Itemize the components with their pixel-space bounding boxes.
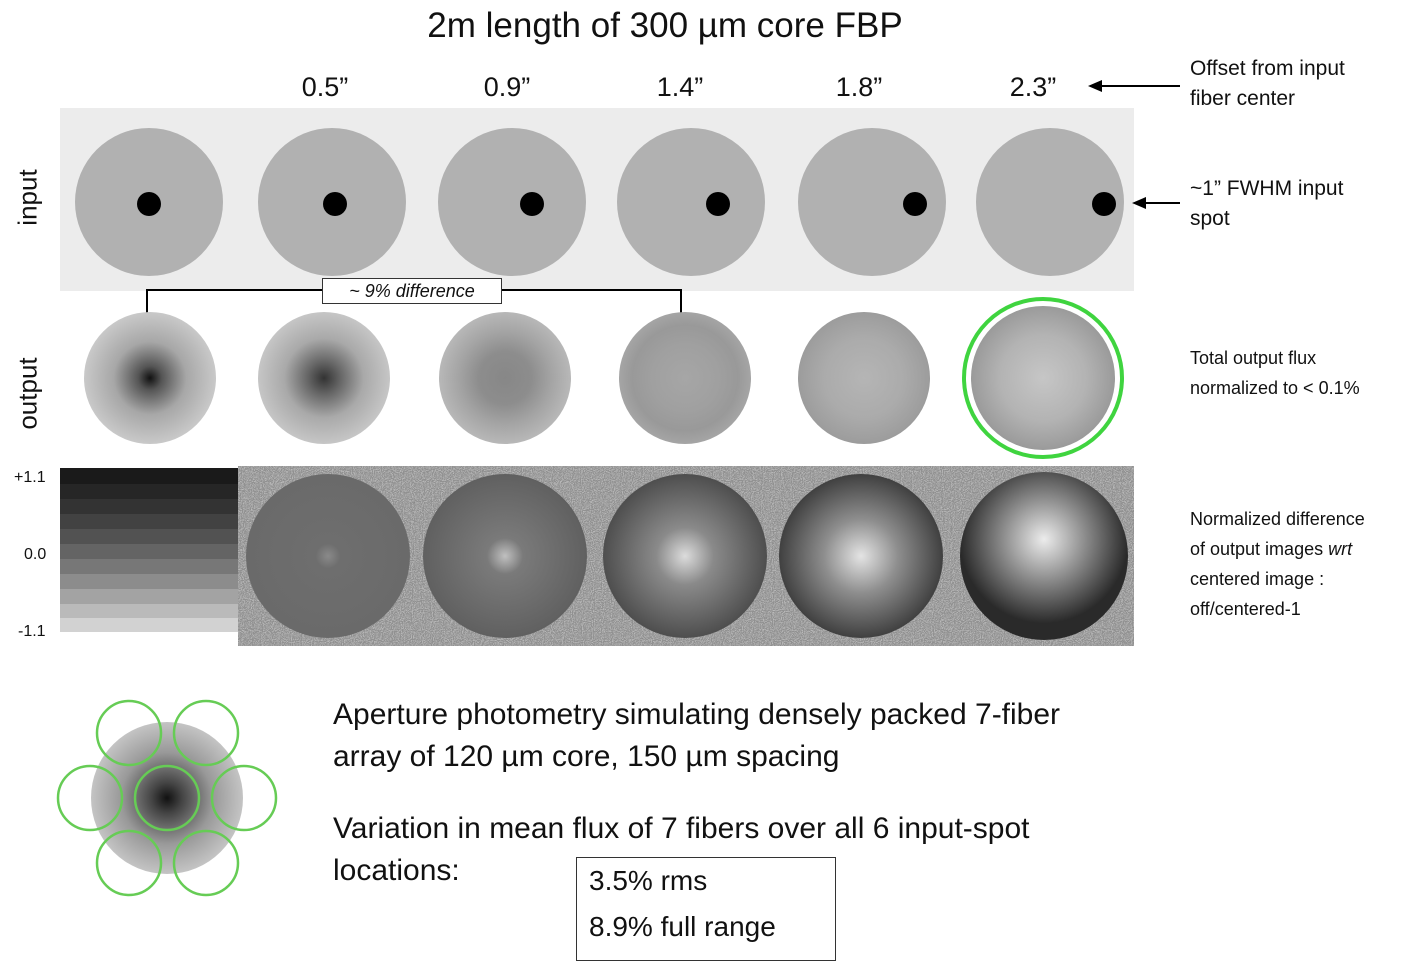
- offset-label-4: 1.8”: [835, 72, 883, 102]
- annotation-arrows: [1088, 80, 1180, 209]
- input-spots: [75, 128, 1124, 276]
- offset-label-3: 1.4”: [656, 72, 704, 102]
- photometry-description: Aperture photometry simulating densely p…: [333, 698, 1061, 773]
- difference-images: [238, 466, 1134, 646]
- variation-results-box: 3.5% rms 8.9% full range: [576, 857, 836, 961]
- row-label-output: output: [12, 357, 43, 430]
- aperture-circles: [56, 699, 278, 897]
- difference-note: Normalized difference of output images w…: [1190, 509, 1365, 619]
- aperture-diagram: [56, 699, 278, 897]
- flux-note: Total output flux normalized to < 0.1%: [1190, 348, 1360, 398]
- output-images: [84, 297, 1124, 459]
- offset-label-5: 2.3”: [1009, 72, 1057, 102]
- scale-mid-label: 0.0: [24, 546, 47, 563]
- row-label-input: input: [12, 169, 43, 226]
- scale-top-label: +1.1: [14, 469, 46, 486]
- spot-note: ~1” FWHM input spot: [1190, 177, 1344, 230]
- variation-description: Variation in mean flux of 7 fibers over …: [333, 812, 1030, 887]
- fiber-output-spot: [91, 722, 243, 874]
- rms-value: 3.5% rms: [589, 865, 708, 896]
- figure-title: 2m length of 300 µm core FBP: [427, 6, 903, 45]
- offset-label-1: 0.5”: [301, 72, 349, 102]
- scale-bottom-label: -1.1: [18, 623, 46, 640]
- difference-image-strip: [238, 466, 1134, 646]
- input-image-strip: [60, 108, 1134, 291]
- offset-note: Offset from input fiber center: [1190, 57, 1345, 110]
- greyscale-bar: [60, 468, 238, 632]
- difference-callout: ~ 9% difference: [322, 278, 502, 304]
- highlight-ring: [962, 297, 1124, 459]
- full-range-value: 8.9% full range: [589, 911, 776, 942]
- offset-label-2: 0.9”: [483, 72, 531, 102]
